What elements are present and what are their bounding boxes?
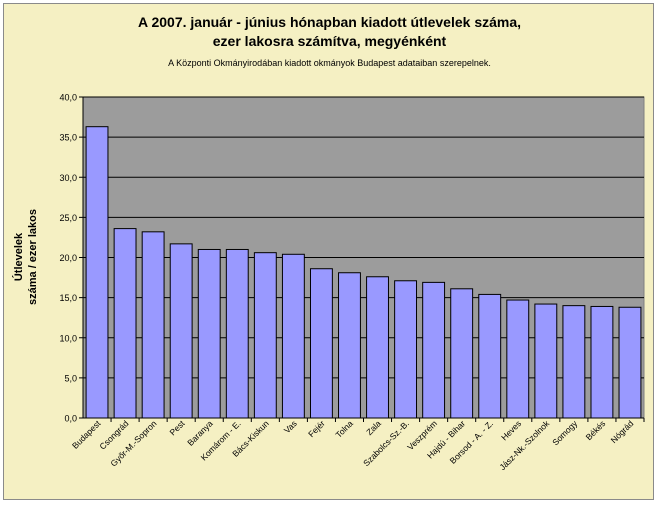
bar	[562, 305, 586, 419]
bar	[225, 248, 249, 419]
y-tick-label: 35,0	[59, 133, 77, 143]
bar	[478, 293, 502, 419]
chart-title-line2: ezer lakosra számítva, megyénként	[212, 33, 447, 49]
chart-title: A 2007. január - június hónapban kiadott…	[137, 14, 522, 30]
y-axis-label-line2: száma / ezer lakos	[27, 209, 39, 305]
bar	[169, 243, 193, 419]
x-tick-label: Tolna	[333, 418, 355, 440]
y-axis-label-line1: Útlevelek	[12, 232, 25, 281]
bar	[506, 299, 530, 419]
bar	[113, 228, 137, 419]
bar	[197, 248, 221, 419]
x-tick-label: Nógrád	[609, 418, 636, 445]
y-tick-label: 25,0	[59, 213, 77, 223]
y-tick-label: 20,0	[59, 253, 77, 263]
y-tick-label: 10,0	[59, 333, 77, 343]
bar	[281, 253, 305, 419]
x-tick-label: Vas	[282, 418, 299, 435]
bar	[422, 281, 446, 419]
chart-subtitle: A Központi Okmányirodában kiadott okmány…	[168, 58, 491, 68]
x-tick-label: Békés	[584, 418, 608, 442]
y-tick-label: 15,0	[59, 293, 77, 303]
y-tick-label: 5,0	[64, 373, 77, 383]
y-tick-label: 0,0	[64, 414, 77, 424]
bar	[590, 305, 614, 419]
bar	[450, 288, 474, 419]
bar	[366, 276, 389, 419]
bar	[309, 268, 333, 419]
bar	[85, 126, 109, 419]
y-tick-label: 30,0	[59, 173, 77, 183]
bar	[253, 252, 277, 419]
bar	[338, 272, 361, 419]
bar	[141, 231, 165, 419]
bar	[394, 280, 418, 419]
x-tick-label: Pest	[167, 418, 187, 438]
x-tick-label: Fejér	[306, 418, 327, 439]
y-tick-label: 40,0	[59, 93, 77, 103]
bar	[618, 306, 642, 419]
x-tick-label: Zala	[364, 418, 383, 437]
x-tick-label: Somogy	[550, 418, 580, 448]
x-tick-label: Heves	[499, 418, 523, 442]
x-tick-label: Jász-Nk.-Szolnok	[497, 418, 551, 472]
bar	[534, 303, 558, 419]
